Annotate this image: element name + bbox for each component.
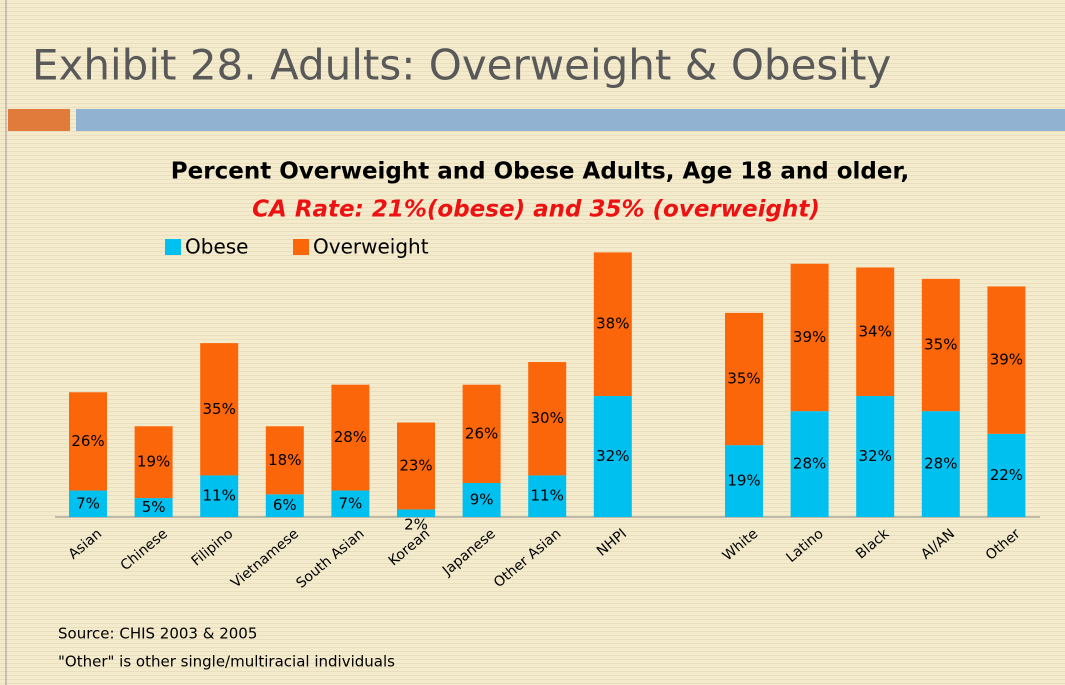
x-tick-label: Chinese [118,526,171,574]
bar-segment [331,384,370,491]
x-tick-label: South Asian [293,526,367,592]
bar-segment [397,422,435,510]
data-label: 34% [859,322,892,340]
bar-segment [725,445,763,517]
bar-segment [856,396,895,517]
legend-label: Obese [185,235,248,259]
chart-subtitle: CA Rate: 21%(obese) and 35% (overweight) [252,197,820,223]
data-label: 39% [990,351,1023,369]
note: "Other" is other single/multiracial indi… [58,653,395,671]
note: Source: CHIS 2003 & 2005 [58,625,257,643]
bar-segment [593,396,632,517]
bar-segment [69,392,107,491]
bar-segment [134,498,173,517]
x-tick-label: Filipino [189,526,237,570]
data-label: 38% [596,315,629,333]
data-label: 30% [531,409,564,427]
data-label: 2% [404,516,428,534]
data-label: 19% [137,453,170,471]
data-label: 7% [339,494,363,512]
data-label: 32% [596,447,629,465]
x-tick-label: Other Asian [491,526,564,591]
data-label: 9% [470,490,494,508]
x-tick-label: Latino [783,526,826,566]
bar-segment [921,278,960,412]
x-tick-label: White [720,526,761,564]
bar-segment [921,411,960,517]
bar-segment [987,286,1026,434]
bar-segment [462,384,501,483]
bar-segment [856,267,895,397]
data-label: 23% [399,456,432,474]
bar-segment [265,426,304,495]
bar-segment [987,433,1026,517]
bar-segment [200,475,239,517]
bar-segment [593,252,632,397]
x-tick-label: Asian [66,526,106,563]
data-label: 6% [273,496,297,514]
bar-segment [790,263,829,412]
x-tick-label: NHPI [594,526,630,560]
slide-title: Exhibit 28. Adults: Overweight & Obesity [32,41,891,90]
accent-bar [8,109,70,131]
bar-segment [462,482,501,517]
bar-segment [265,494,304,517]
x-tick-label: Vietnamese [228,526,302,592]
chart-title: Percent Overweight and Obese Adults, Age… [171,159,909,185]
x-tick-label: Japanese [439,526,499,580]
data-label: 28% [793,455,826,473]
data-label: 39% [793,328,826,346]
accent-bar [76,109,1065,131]
data-label: 18% [268,451,301,469]
data-label: 11% [203,487,236,505]
bar-segment [134,426,173,499]
x-tick-label: AI/AN [918,526,958,563]
bar-segment [528,362,567,476]
data-label: 7% [76,494,100,512]
bar-segment [200,343,239,476]
legend-swatch [293,239,309,255]
data-label: 35% [203,400,236,418]
bar-segment [528,475,567,517]
bar-segment [69,490,107,517]
data-label: 35% [924,336,957,354]
data-label: 32% [859,447,892,465]
data-label: 26% [465,424,498,442]
x-tick-label: Black [853,525,893,562]
bar-segment [397,509,435,517]
bar-segment [725,312,763,446]
data-label: 19% [727,472,760,490]
legend-swatch [165,239,181,255]
x-tick-label: Other [983,526,1024,564]
data-label: 28% [334,428,367,446]
data-label: 5% [142,498,166,516]
data-label: 22% [990,466,1023,484]
data-label: 26% [71,432,104,450]
data-label: 28% [924,455,957,473]
data-label: 35% [727,370,760,388]
bar-segment [790,411,829,517]
legend-label: Overweight [313,235,429,259]
bar-segment [331,490,370,517]
data-label: 11% [531,487,564,505]
